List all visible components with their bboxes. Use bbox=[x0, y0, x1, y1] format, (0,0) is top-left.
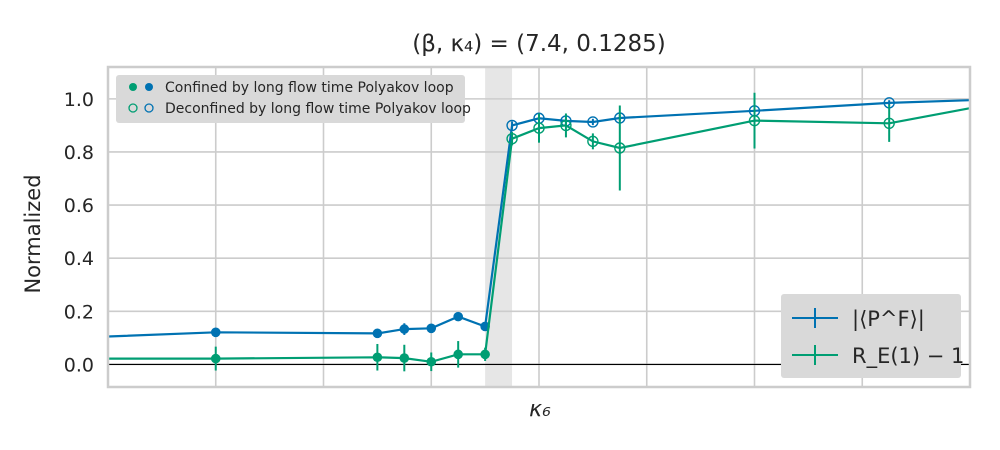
data-point bbox=[453, 349, 463, 360]
data-point bbox=[453, 311, 463, 322]
legend-open-green-marker bbox=[128, 103, 138, 113]
data-point bbox=[399, 353, 410, 363]
y-tick-label: 0.4 bbox=[64, 248, 94, 270]
data-point bbox=[210, 327, 221, 338]
data-point bbox=[506, 119, 518, 132]
x-axis-label: κ₆ bbox=[529, 397, 551, 422]
legend-entry-confined: Confined by long flow time Polyakov loop bbox=[165, 80, 454, 96]
y-tick-label: 0.8 bbox=[64, 142, 94, 164]
data-point bbox=[372, 352, 383, 363]
series-layer bbox=[107, 92, 971, 372]
data-point bbox=[426, 323, 437, 334]
data-point bbox=[506, 133, 518, 145]
y-tick-label: 1.0 bbox=[64, 89, 94, 111]
tick-labels-layer: 0.0 0.2 0.4 0.6 0.8 1.0 bbox=[64, 89, 94, 377]
data-point bbox=[210, 353, 221, 364]
data-point bbox=[372, 328, 383, 339]
data-point bbox=[533, 122, 545, 134]
data-point bbox=[480, 349, 490, 360]
y-axis-label: Normalized bbox=[21, 174, 45, 293]
data-point bbox=[587, 116, 599, 128]
legend-filled-green-marker bbox=[129, 83, 137, 91]
data-point bbox=[883, 117, 895, 129]
data-point bbox=[748, 114, 761, 127]
data-point bbox=[426, 356, 437, 367]
legend-series: |⟨P^F⟩| R_E(1) − 1 bbox=[781, 294, 964, 378]
legend-entry-re: R_E(1) − 1 bbox=[852, 344, 964, 369]
legend-markers-box bbox=[116, 75, 465, 123]
chart-title: (β, κ₄) = (7.4, 0.1285) bbox=[412, 31, 666, 57]
data-point bbox=[560, 119, 572, 132]
data-point bbox=[614, 142, 626, 154]
y-tick-label: 0.6 bbox=[64, 195, 94, 217]
legend-entry-deconfined: Deconfined by long flow time Polyakov lo… bbox=[165, 101, 471, 117]
legend-entry-pf: |⟨P^F⟩| bbox=[852, 307, 925, 332]
data-point bbox=[587, 135, 599, 148]
legend-open-blue-marker bbox=[144, 103, 154, 113]
data-point bbox=[399, 324, 410, 334]
series-1 bbox=[108, 92, 971, 372]
plot-frame bbox=[106, 65, 972, 389]
series-0 bbox=[107, 97, 971, 339]
legend-series-box bbox=[781, 294, 961, 378]
legend-markers: Confined by long flow time Polyakov loop… bbox=[116, 75, 471, 123]
y-tick-label: 0.2 bbox=[64, 301, 94, 323]
y-tick-label: 0.0 bbox=[64, 354, 94, 376]
legend-filled-blue-marker bbox=[145, 83, 153, 91]
